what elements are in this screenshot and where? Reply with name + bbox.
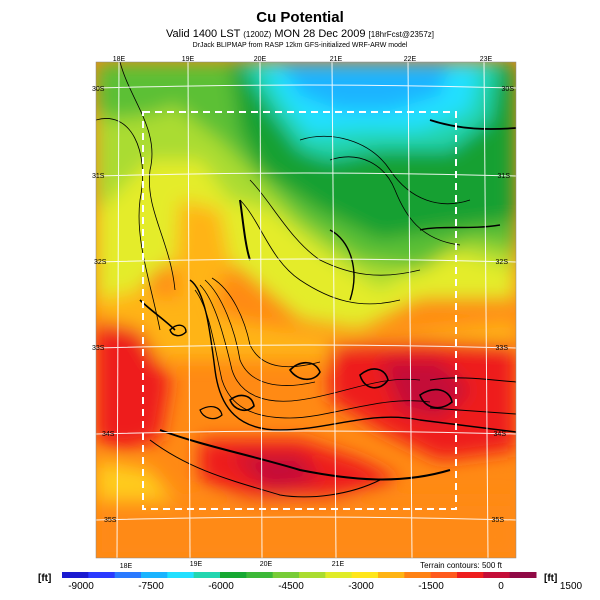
map-title: Cu Potential (256, 9, 344, 26)
valid-date: MON 28 Dec 2009 (274, 28, 366, 40)
colorbar-tick-label: 1500 (560, 581, 583, 592)
colorbar-unit-right: [ft] (544, 573, 558, 584)
colorbar-swatch (483, 572, 511, 578)
terrain-contour-note: Terrain contours: 500 ft (420, 561, 503, 570)
colorbar-swatch (141, 572, 168, 578)
lon-label-top: 18E (113, 56, 126, 63)
map-frame (95, 61, 517, 559)
inner-domain-box (142, 111, 457, 510)
lat-label-left: 32S (94, 259, 107, 266)
colorbar-swatch (246, 572, 274, 578)
map-axis-labels: 18E 19E 20E 21E 22E 23E 18E 19E 20E 21E … (92, 56, 514, 570)
lat-label-right: 35S (492, 517, 505, 524)
colorbar-swatch (325, 572, 353, 578)
utc-time: (1200Z) (243, 30, 272, 39)
colorbar-tick-label: 0 (498, 581, 504, 592)
colorbar-tick-label: -4500 (278, 581, 304, 592)
lat-lon-grid (96, 62, 516, 558)
lon-label-top: 19E (182, 56, 195, 63)
model-credit: DrJack BLIPMAP from RASP 12km GFS-initia… (192, 42, 408, 49)
lat-label-right: 31S (498, 173, 511, 180)
lon-label-bottom: 19E (190, 561, 203, 568)
colorbar-swatch (114, 572, 142, 578)
lon-label-top: 21E (330, 56, 343, 63)
colorbar-tick-label: -6000 (208, 581, 234, 592)
colorbar-swatch (378, 572, 405, 578)
forecast-info: [18hrFcst@2357z] (368, 30, 434, 39)
colorbar-tick-label: -9000 (68, 581, 94, 592)
colorbar-swatch (88, 572, 116, 578)
colorbar-unit-left: [ft] (38, 573, 52, 584)
colorbar-swatch (509, 572, 537, 578)
colorbar-swatch (404, 572, 432, 578)
colorbar-tick-label: -1500 (418, 581, 444, 592)
color-field (96, 62, 516, 558)
lon-label-bottom: 21E (332, 561, 345, 568)
valid-time: Valid 1400 LST (166, 28, 241, 40)
colorbar-swatch (299, 572, 326, 578)
lat-label-left: 34S (102, 431, 115, 438)
lon-label-top: 22E (404, 56, 417, 63)
colorbar-swatch (193, 572, 221, 578)
color-scale-bar (62, 572, 537, 578)
lat-label-left: 31S (92, 173, 105, 180)
lat-label-left: 30S (92, 86, 105, 93)
colorbar-swatch (272, 572, 300, 578)
colorbar-tick-label: -3000 (348, 581, 374, 592)
colorbar-tick-label: -7500 (138, 581, 164, 592)
lat-label-right: 30S (502, 86, 515, 93)
map-subtitle: Valid 1400 LST (1200Z) MON 28 Dec 2009 [… (0, 28, 600, 40)
colorbar-swatch (62, 572, 89, 578)
lon-label-top: 20E (254, 56, 267, 63)
lon-label-bottom: 18E (120, 563, 133, 570)
colorbar-swatch (351, 572, 379, 578)
colorbar-swatch (457, 572, 484, 578)
lat-label-left: 33S (92, 345, 105, 352)
lat-label-right: 32S (496, 259, 509, 266)
colorbar-swatch (430, 572, 458, 578)
color-scale-ticks: -9000 -7500 -6000 -4500 -3000 -1500 0 15… (68, 581, 582, 592)
lat-label-right: 33S (496, 345, 509, 352)
lat-label-left: 35S (104, 517, 117, 524)
lon-label-bottom: 20E (260, 561, 273, 568)
terrain-contours (96, 62, 516, 498)
lat-label-right: 34S (494, 431, 507, 438)
colorbar-swatch (220, 572, 247, 578)
colorbar-swatch (167, 572, 195, 578)
lon-label-top: 23E (480, 56, 493, 63)
